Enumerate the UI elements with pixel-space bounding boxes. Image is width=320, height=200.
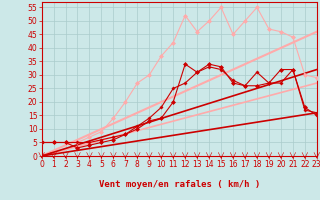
X-axis label: Vent moyen/en rafales ( km/h ): Vent moyen/en rafales ( km/h ): [99, 180, 260, 189]
